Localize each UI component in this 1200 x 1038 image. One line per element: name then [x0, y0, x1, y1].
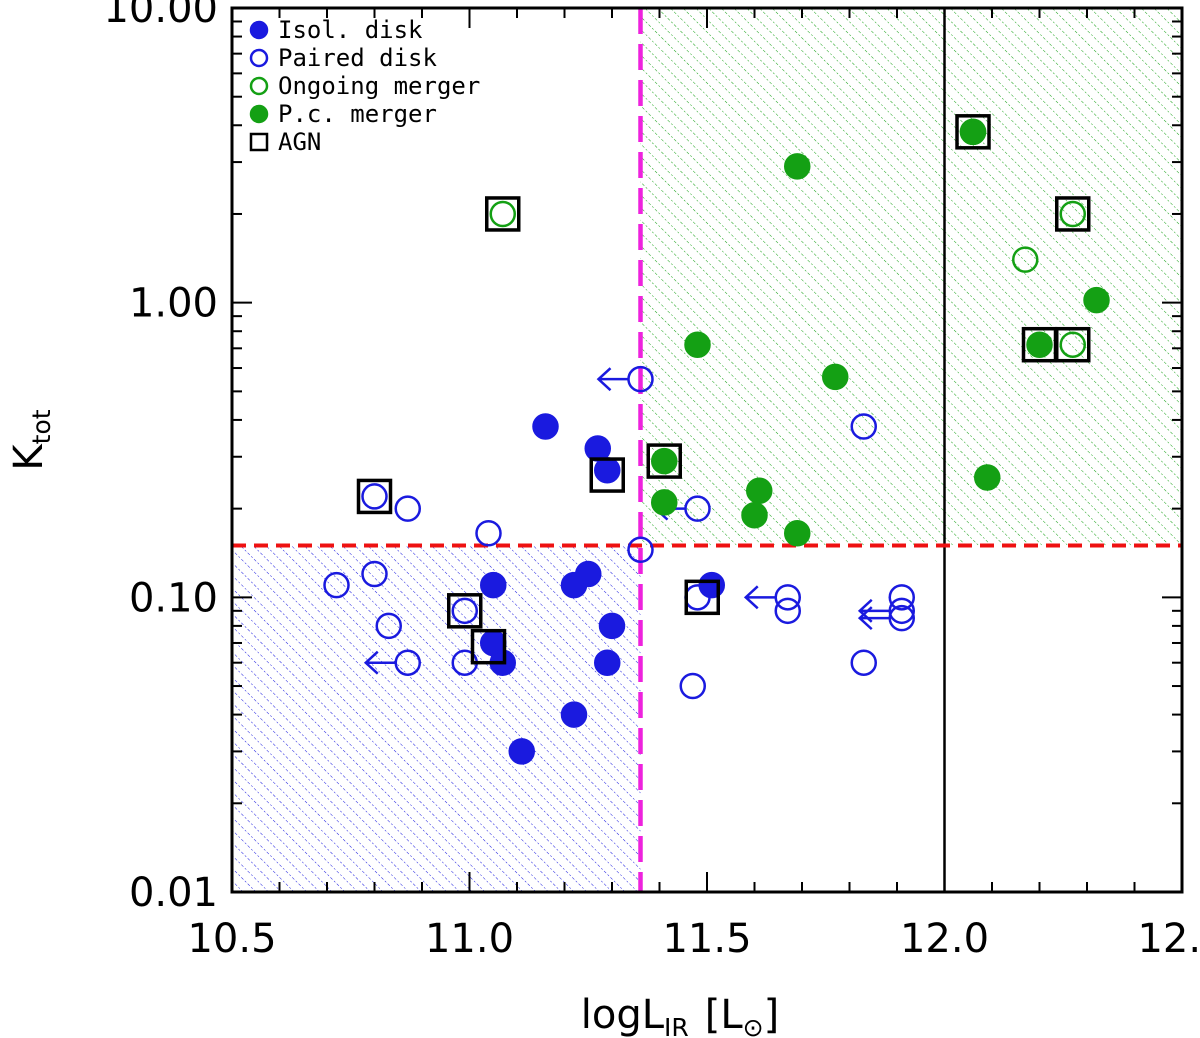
upper-limit-arrow [596, 367, 629, 392]
paired-disk-point [774, 584, 801, 611]
svg-text:logLIR[L⊙]: logLIR [L⊙] [581, 992, 779, 1038]
y-label-sub: tot [27, 409, 56, 444]
isol-disk-point [532, 413, 559, 440]
paired-disk-point [774, 597, 801, 625]
p-c-merger-point [1083, 286, 1110, 314]
legend-marker-agn [249, 132, 269, 152]
isol-disk-point [698, 571, 725, 599]
x-label-unit-close: ] [764, 992, 780, 1038]
x-tick-label: 12.0 [900, 916, 989, 962]
p-c-merger-point [1026, 331, 1053, 358]
p-c-merger-point [822, 363, 849, 391]
legend-label-isol-disk: Isol. disk [278, 16, 423, 44]
isol-disk-point [584, 435, 611, 462]
p-c-merger-point [651, 489, 678, 516]
p-c-merger-point [651, 447, 678, 475]
y-tick-label: 1.00 [129, 281, 218, 327]
data-points [323, 118, 1110, 765]
agn-square [470, 628, 507, 665]
x-label-unit-open: [L [705, 992, 744, 1038]
agn-square [646, 443, 682, 479]
agn-square [356, 478, 393, 515]
isol-disk-point [480, 571, 507, 599]
x-label-unit-sym: ⊙ [743, 1013, 764, 1038]
agn-square [1055, 326, 1091, 363]
paired-disk-point [323, 571, 350, 599]
paired-disk-point [361, 483, 388, 510]
y-axis-label: Ktot [6, 409, 56, 470]
x-tick-label: 12.5 [1137, 916, 1200, 962]
paired-disk-point [627, 365, 654, 393]
paired-disk-point [888, 584, 915, 611]
isol-disk-point [575, 560, 602, 588]
agn-square [684, 579, 720, 616]
shaded-regions [232, 8, 1182, 892]
p-c-merger-point [974, 464, 1001, 491]
y-tick-label: 0.10 [129, 575, 218, 621]
ongoing-merger-point [1059, 331, 1086, 358]
isol-disk-point [594, 456, 621, 484]
ongoing-merger-point [1012, 246, 1039, 273]
paired-disk-point [394, 495, 421, 522]
legend-label-ongoing-merger: Ongoing merger [278, 72, 480, 100]
p-c-merger-point [684, 331, 711, 358]
x-tick-label: 10.5 [187, 916, 276, 962]
x-label-main: logL [581, 992, 665, 1038]
legend-label-agn: AGN [278, 128, 321, 156]
isol-disk-point [598, 612, 626, 640]
axis-ticks: 10.5 11.0 11.5 12.0 12.5 0.01 0.10 1.00 10.00 [103, 0, 1200, 962]
upper-limit-arrow [363, 650, 396, 675]
paired-disk-point [627, 536, 654, 564]
agn-markers [356, 114, 1091, 665]
paired-disk-point [684, 495, 711, 522]
reference-lines [232, 8, 1182, 892]
upper-limit-arrow [857, 606, 890, 631]
upper-limit-arrow [743, 585, 776, 610]
p-c-merger-point [741, 501, 768, 529]
paired-disk-point [850, 413, 877, 440]
ongoing-merger-point [1059, 200, 1086, 228]
paired-disk-point [475, 519, 502, 547]
legend-marker-paired-disk [249, 48, 269, 68]
isol-disk-point [560, 701, 588, 728]
paired-disk-point [451, 597, 478, 625]
agn-square [447, 593, 483, 629]
svg-text:Ktot: Ktot [6, 409, 56, 470]
ongoing-merger-point [489, 200, 516, 228]
upper-limit-arrows [363, 367, 890, 675]
legend-label-paired-disk: Paired disk [278, 44, 437, 72]
legend-marker-ongoing-merger [249, 76, 269, 96]
legend-marker-isol-disk [249, 20, 269, 40]
paired-disk-point [375, 612, 402, 640]
paired-disk-point [888, 597, 915, 625]
x-axis-label: logLIR [L⊙] [581, 992, 779, 1038]
p-c-merger-point [784, 519, 811, 547]
agn-square [589, 457, 625, 493]
y-tick-label: 10.00 [103, 0, 218, 32]
paired-disk-point [394, 649, 421, 676]
paired-disk-point [361, 560, 388, 588]
x-label-sub: IR [664, 1013, 689, 1038]
legend-label-p-c-merger: P.c. merger [278, 100, 437, 128]
p-c-merger-point [746, 477, 773, 504]
legend-marker-p-c-merger [249, 104, 269, 124]
agn-square [955, 114, 991, 150]
ongoing-merger-point [959, 118, 987, 146]
isol-disk-point [508, 738, 535, 765]
paired-disk-point [888, 604, 915, 632]
agn-square [485, 196, 521, 232]
y-label-main: K [6, 443, 52, 471]
green-hatched-region [640, 8, 1182, 546]
paired-disk-point [679, 672, 706, 700]
paired-disk-point [850, 649, 877, 676]
x-tick-label: 11.5 [662, 916, 751, 962]
agn-square [1055, 196, 1091, 232]
x-tick-label: 11.0 [425, 916, 514, 962]
y-tick-label: 0.01 [129, 870, 218, 916]
p-c-merger-point [784, 153, 811, 180]
isol-disk-point [594, 649, 621, 676]
